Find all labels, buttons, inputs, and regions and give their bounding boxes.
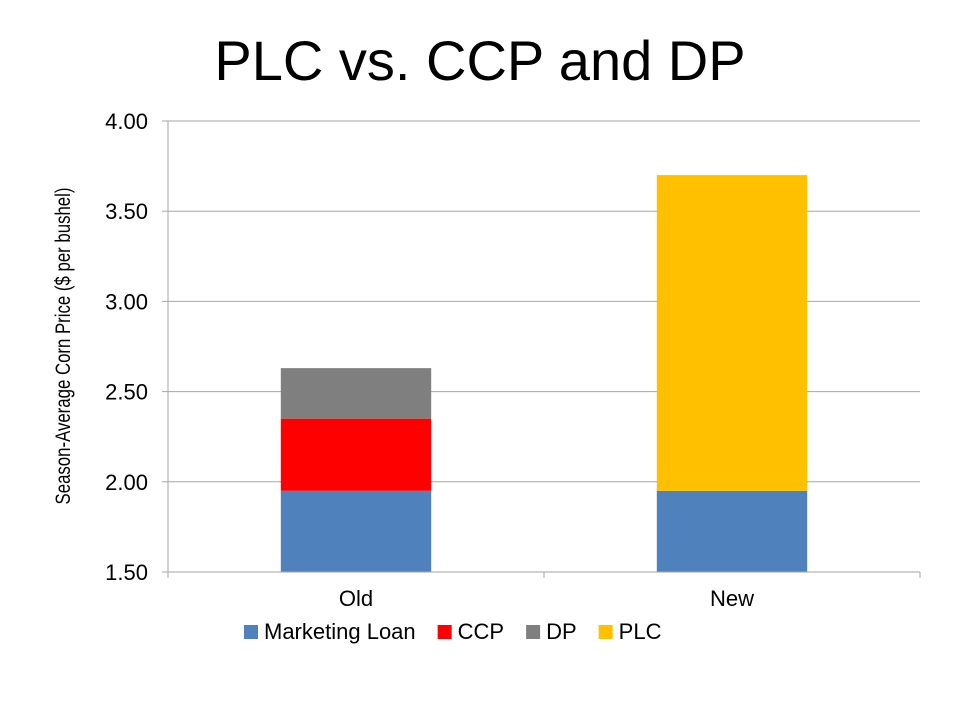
bar-dp-old bbox=[280, 368, 432, 419]
bars bbox=[280, 175, 808, 572]
legend: Marketing Loan CCP DP PLC bbox=[244, 619, 662, 644]
y-tick-label: 2.00 bbox=[105, 470, 148, 495]
legend-swatch-marketing-loan bbox=[244, 625, 258, 639]
legend-swatch-plc bbox=[598, 625, 613, 639]
legend-label: DP bbox=[546, 619, 577, 644]
bar-marketing-loan-old bbox=[280, 490, 432, 572]
y-tick-label: 3.00 bbox=[105, 289, 148, 314]
y-tick-label: 4.00 bbox=[105, 109, 148, 134]
axes: 1.50 2.00 2.50 3.00 3.50 4.00 Old New bbox=[105, 109, 921, 611]
bar-marketing-loan-new bbox=[656, 490, 808, 572]
x-tick-label: New bbox=[710, 586, 754, 611]
legend-swatch-ccp bbox=[437, 625, 452, 639]
legend-swatch-dp bbox=[526, 625, 541, 639]
y-tick-label: 2.50 bbox=[105, 380, 148, 405]
bar-plc-new bbox=[656, 175, 808, 491]
y-axis-label: Season-Average Corn Price ($ per bushel) bbox=[52, 188, 75, 505]
y-tick-label: 1.50 bbox=[105, 560, 148, 585]
slide-title: PLC vs. CCP and DP bbox=[214, 29, 746, 92]
x-tick-label: Old bbox=[339, 586, 373, 611]
y-tick-label: 3.50 bbox=[105, 199, 148, 224]
bar-ccp-old bbox=[280, 418, 432, 491]
legend-label: PLC bbox=[619, 619, 662, 644]
legend-label: Marketing Loan bbox=[264, 619, 416, 644]
legend-label: CCP bbox=[458, 619, 504, 644]
